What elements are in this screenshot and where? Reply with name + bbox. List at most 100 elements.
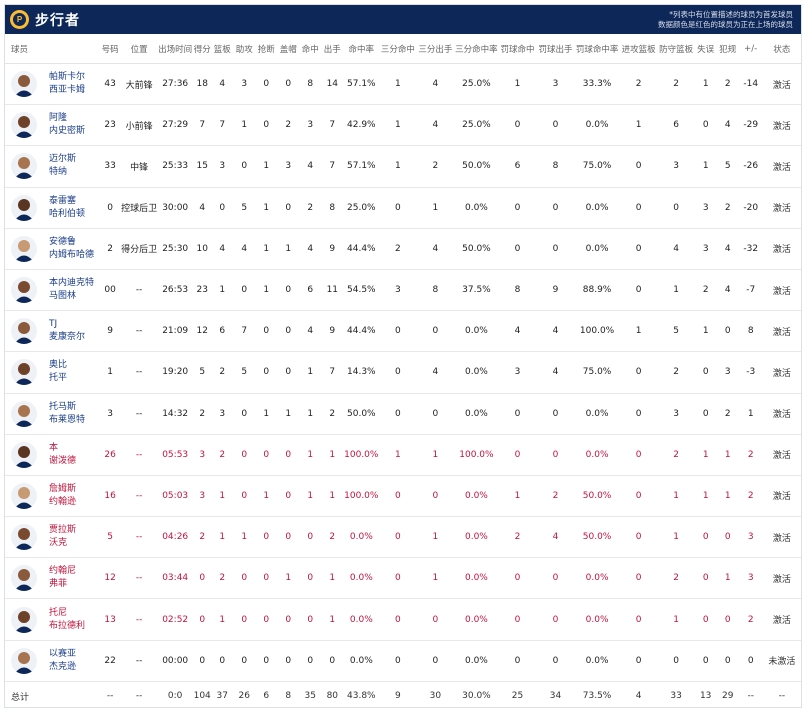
header-col-player[interactable]: 球员 xyxy=(5,34,100,64)
player-first-name[interactable]: 托马斯 xyxy=(49,401,77,412)
player-avatar[interactable] xyxy=(11,441,37,468)
table-row[interactable]: 本内迪克特 马图林 00 -- 26:53 23 1 0 1 0 6 11 54.5% 3 8 37.5% 8 9… xyxy=(5,269,801,312)
player-cell[interactable]: 本谢泼德 xyxy=(5,434,100,476)
player-cell[interactable]: 奥比 托平 xyxy=(5,351,100,394)
table-row[interactable]: 安德鲁 内姆布哈德 2 得分后卫 25:30 10 4 4 1 1 4 9 44.4% 2 4 50.0% 0 0… xyxy=(5,228,801,270)
player-last-name[interactable]: 谢泼德 xyxy=(49,455,77,466)
player-first-name[interactable]: 贾拉斯 xyxy=(49,525,77,536)
table-row[interactable]: 帕斯卡尔 西亚卡姆 43 大前锋 27:36 18 4 3 0 0 8 14 57.1% 1 4 25.0% 1… xyxy=(5,63,801,106)
player-avatar[interactable] xyxy=(11,71,37,98)
player-first-name[interactable]: 本 xyxy=(49,442,59,453)
player-last-name[interactable]: 弗菲 xyxy=(49,579,68,590)
player-first-name[interactable]: 帕斯卡尔 xyxy=(49,72,86,83)
player-last-name[interactable]: 杰克逊 xyxy=(49,661,77,672)
player-cell[interactable]: 约翰尼 弗菲 xyxy=(5,557,100,600)
header-col-ft-pct[interactable]: 罚球命中率 xyxy=(574,34,620,64)
header-col-fg-pct[interactable]: 命中率 xyxy=(343,34,380,64)
table-row[interactable]: 奥比 托平 1 -- 19:20 5 2 5 0 0 1 7 14.3% 0 4 0.0% 3 4 75.0% 0 2 0… xyxy=(5,351,801,394)
player-name-link[interactable]: 阿隆 内史密斯 xyxy=(49,112,85,138)
player-cell[interactable]: 贾拉斯 沃克 xyxy=(5,516,100,559)
player-avatar[interactable] xyxy=(11,277,37,304)
player-last-name[interactable]: 西亚卡姆 xyxy=(49,85,86,96)
header-col-position[interactable]: 位置 xyxy=(121,34,158,64)
player-first-name[interactable]: 阿隆 xyxy=(49,113,68,124)
player-first-name[interactable]: 奥比 xyxy=(49,360,68,371)
header-col-number[interactable]: 号码 xyxy=(99,34,122,64)
header-col-rebounds[interactable]: 篮板 xyxy=(211,34,234,64)
player-avatar[interactable] xyxy=(11,153,37,180)
player-first-name[interactable]: 安德鲁 xyxy=(49,236,77,247)
header-col-3pm[interactable]: 三分命中 xyxy=(379,34,417,64)
header-col-dreb[interactable]: 防守篮板 xyxy=(657,34,695,64)
player-avatar[interactable] xyxy=(11,194,37,221)
player-avatar[interactable] xyxy=(11,235,37,262)
header-col-3pa[interactable]: 三分出手 xyxy=(416,34,455,64)
table-row[interactable]: 托尼 布拉德利 13 -- 02:52 0 1 0 0 0 0 1 0.0% 0 0 0.0% 0 0 0.0% 0 1… xyxy=(5,598,801,641)
table-row[interactable]: 托马斯 布莱恩特 3 -- 14:32 2 3 0 1 1 1 2 50.0% 0 0 0.0% 0 0 0.0% 0… xyxy=(5,393,801,435)
player-avatar[interactable] xyxy=(11,647,37,674)
player-first-name[interactable]: 约翰尼 xyxy=(49,566,77,577)
table-row[interactable]: 以赛亚 杰克逊 22 -- 00:00 0 0 0 0 0 0 0 0.0% 0 0 0.0% 0 0 0.0% 0 0… xyxy=(5,640,801,682)
header-col-points[interactable]: 得分 xyxy=(193,34,212,64)
header-col-status[interactable]: 状态 xyxy=(762,34,801,64)
table-row[interactable]: TJ 麦康奈尔 9 -- 21:09 12 6 7 0 0 4 9 44.4% 0 0 0.0% 4 4 100.0… xyxy=(5,310,801,353)
player-first-name[interactable]: 本内迪克特 xyxy=(49,278,95,289)
player-avatar[interactable] xyxy=(11,606,37,633)
player-cell[interactable]: 托马斯 布莱恩特 xyxy=(5,393,100,435)
table-row[interactable]: 泰雷塞 哈利伯顿 0 控球后卫 30:00 4 0 5 1 0 2 8 25.0% 0 1 0.0% 0 0 0.0… xyxy=(5,187,801,229)
player-last-name[interactable]: 布莱恩特 xyxy=(49,414,86,425)
player-first-name[interactable]: 迈尔斯 xyxy=(49,154,77,165)
header-col-turnovers[interactable]: 失误 xyxy=(694,34,717,64)
player-name-link[interactable]: 本谢泼德 xyxy=(49,442,76,468)
player-first-name[interactable]: TJ xyxy=(49,319,58,330)
player-last-name[interactable]: 内史密斯 xyxy=(49,126,86,137)
header-col-oreb[interactable]: 进攻篮板 xyxy=(619,34,658,64)
player-name-link[interactable]: 贾拉斯 沃克 xyxy=(49,524,76,550)
player-name-link[interactable]: 以赛亚 杰克逊 xyxy=(49,648,76,674)
table-row[interactable]: 詹姆斯 约翰逊 16 -- 05:03 3 1 0 1 0 1 1 100.0% 0 0 0.0% 1 2 50.0… xyxy=(5,475,801,518)
player-cell[interactable]: 帕斯卡尔 西亚卡姆 xyxy=(5,63,100,106)
player-avatar[interactable] xyxy=(11,482,37,509)
player-name-link[interactable]: 迈尔斯 特纳 xyxy=(49,153,76,179)
player-avatar[interactable] xyxy=(11,318,37,345)
header-col-fouls[interactable]: 犯规 xyxy=(716,34,739,64)
player-last-name[interactable]: 约翰逊 xyxy=(49,496,77,507)
player-name-link[interactable]: 泰雷塞 哈利伯顿 xyxy=(49,195,85,221)
player-cell[interactable]: 阿隆 内史密斯 xyxy=(5,104,100,147)
player-avatar[interactable] xyxy=(11,112,37,139)
player-name-link[interactable]: 托马斯 布莱恩特 xyxy=(49,401,85,427)
table-row[interactable]: 约翰尼 弗菲 12 -- 03:44 0 2 0 0 1 0 1 0.0% 0 1 0.0% 0 0 0.0% 0 2 0… xyxy=(5,557,801,600)
player-cell[interactable]: 泰雷塞 哈利伯顿 xyxy=(5,187,100,229)
player-name-link[interactable]: 本内迪克特 马图林 xyxy=(49,277,94,303)
player-first-name[interactable]: 托尼 xyxy=(49,607,68,618)
header-col-plus-minus[interactable]: +/- xyxy=(738,34,763,64)
header-col-assists[interactable]: 助攻 xyxy=(233,34,256,64)
player-last-name[interactable]: 内姆布哈德 xyxy=(49,249,95,260)
player-last-name[interactable]: 沃克 xyxy=(49,538,68,549)
header-col-blocks[interactable]: 盖帽 xyxy=(277,34,300,64)
player-last-name[interactable]: 特纳 xyxy=(49,167,68,178)
player-last-name[interactable]: 麦康奈尔 xyxy=(49,332,86,343)
table-row[interactable]: 阿隆 内史密斯 23 小前锋 27:29 7 7 1 0 2 3 7 42.9% 1 4 25.0% 0 0 0.0… xyxy=(5,104,801,147)
player-avatar[interactable] xyxy=(11,400,37,427)
player-last-name[interactable]: 托平 xyxy=(49,373,68,384)
table-row[interactable]: 贾拉斯 沃克 5 -- 04:26 2 1 1 0 0 0 2 0.0% 0 1 0.0% 2 4 50.0% 0 1 0… xyxy=(5,516,801,559)
player-name-link[interactable]: 约翰尼 弗菲 xyxy=(49,565,76,591)
player-name-link[interactable]: TJ 麦康奈尔 xyxy=(49,318,85,344)
player-cell[interactable]: 迈尔斯 特纳 xyxy=(5,145,100,188)
player-first-name[interactable]: 詹姆斯 xyxy=(49,483,77,494)
header-col-3p-pct[interactable]: 三分命中率 xyxy=(454,34,499,64)
player-last-name[interactable]: 布拉德利 xyxy=(49,620,86,631)
player-cell[interactable]: 以赛亚 杰克逊 xyxy=(5,640,100,682)
header-col-steals[interactable]: 抢断 xyxy=(255,34,278,64)
player-cell[interactable]: 安德鲁 内姆布哈德 xyxy=(5,228,100,270)
player-cell[interactable]: TJ 麦康奈尔 xyxy=(5,310,100,353)
player-last-name[interactable]: 哈利伯顿 xyxy=(49,208,86,219)
header-col-fgm[interactable]: 命中 xyxy=(299,34,322,64)
player-avatar[interactable] xyxy=(11,524,37,551)
player-name-link[interactable]: 托尼 布拉德利 xyxy=(49,607,85,633)
player-name-link[interactable]: 安德鲁 内姆布哈德 xyxy=(49,236,94,262)
player-cell[interactable]: 托尼 布拉德利 xyxy=(5,598,100,641)
player-avatar[interactable] xyxy=(11,565,37,592)
table-row[interactable]: 迈尔斯 特纳 33 中锋 25:33 15 3 0 1 3 4 7 57.1% 1 2 50.0% 6 8 75.0… xyxy=(5,145,801,188)
